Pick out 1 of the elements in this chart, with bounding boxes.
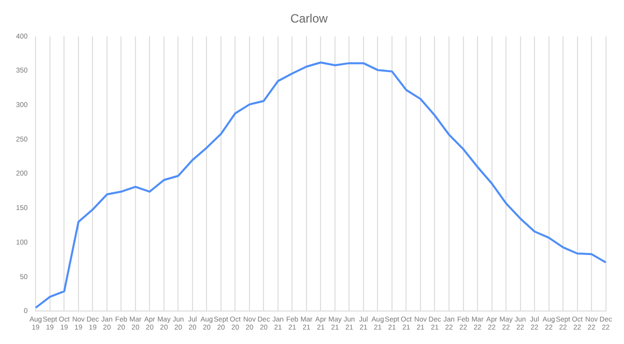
chart-title: Carlow: [290, 12, 328, 26]
